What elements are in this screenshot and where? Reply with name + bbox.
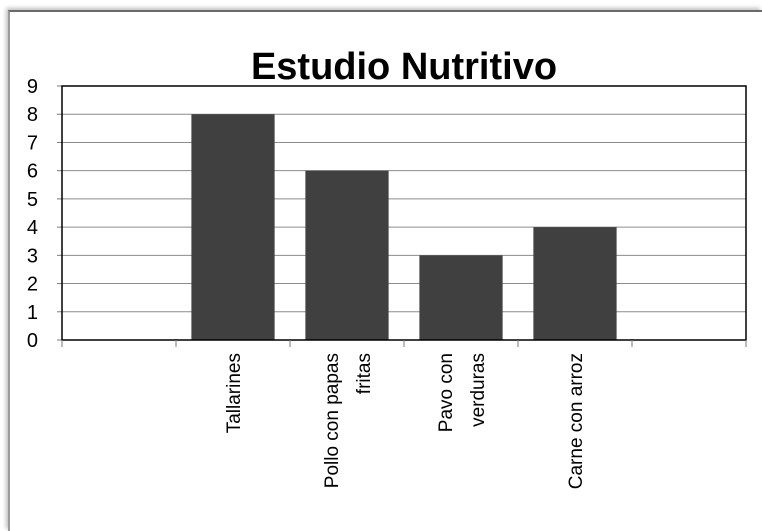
y-tick-label: 7 [27,132,38,154]
chart-title: Estudio Nutritivo [251,46,557,88]
y-tick-label: 1 [27,302,38,324]
y-tick-label: 2 [27,274,38,296]
y-tick-label: 8 [27,104,38,126]
y-tick-label: 6 [27,161,38,183]
x-tick-label: Pollo con papas fritas [322,353,375,488]
y-tick-labels: 0 1 2 3 4 5 6 7 8 9 [27,76,38,352]
y-tick-label: 0 [27,330,38,352]
bar-carne-con-arroz [533,227,617,340]
x-tick-label: Pavo con verduras [436,353,489,432]
plot-area-border [61,85,747,341]
y-tick-label: 5 [27,189,38,211]
svg-text:Tallarines: Tallarines [224,353,245,433]
x-tick-label: Tallarines [224,353,245,433]
x-tick-labels: Tallarines Pollo con papas fritas Pavo con v… [224,353,587,489]
svg-text:Carne con arroz: Carne con arroz [566,353,587,489]
y-tick-label: 4 [27,217,38,239]
grid-lines [62,85,746,313]
x-tick-label: Carne con arroz [566,353,587,489]
axes [57,85,747,347]
y-tick-label: 9 [27,76,38,98]
bar-pollo-con-papas-fritas [305,170,389,340]
bar-tallarines [191,114,275,340]
y-tick-label: 3 [27,245,38,267]
bar-pavo-con-verduras [419,255,503,340]
bars [191,114,617,340]
